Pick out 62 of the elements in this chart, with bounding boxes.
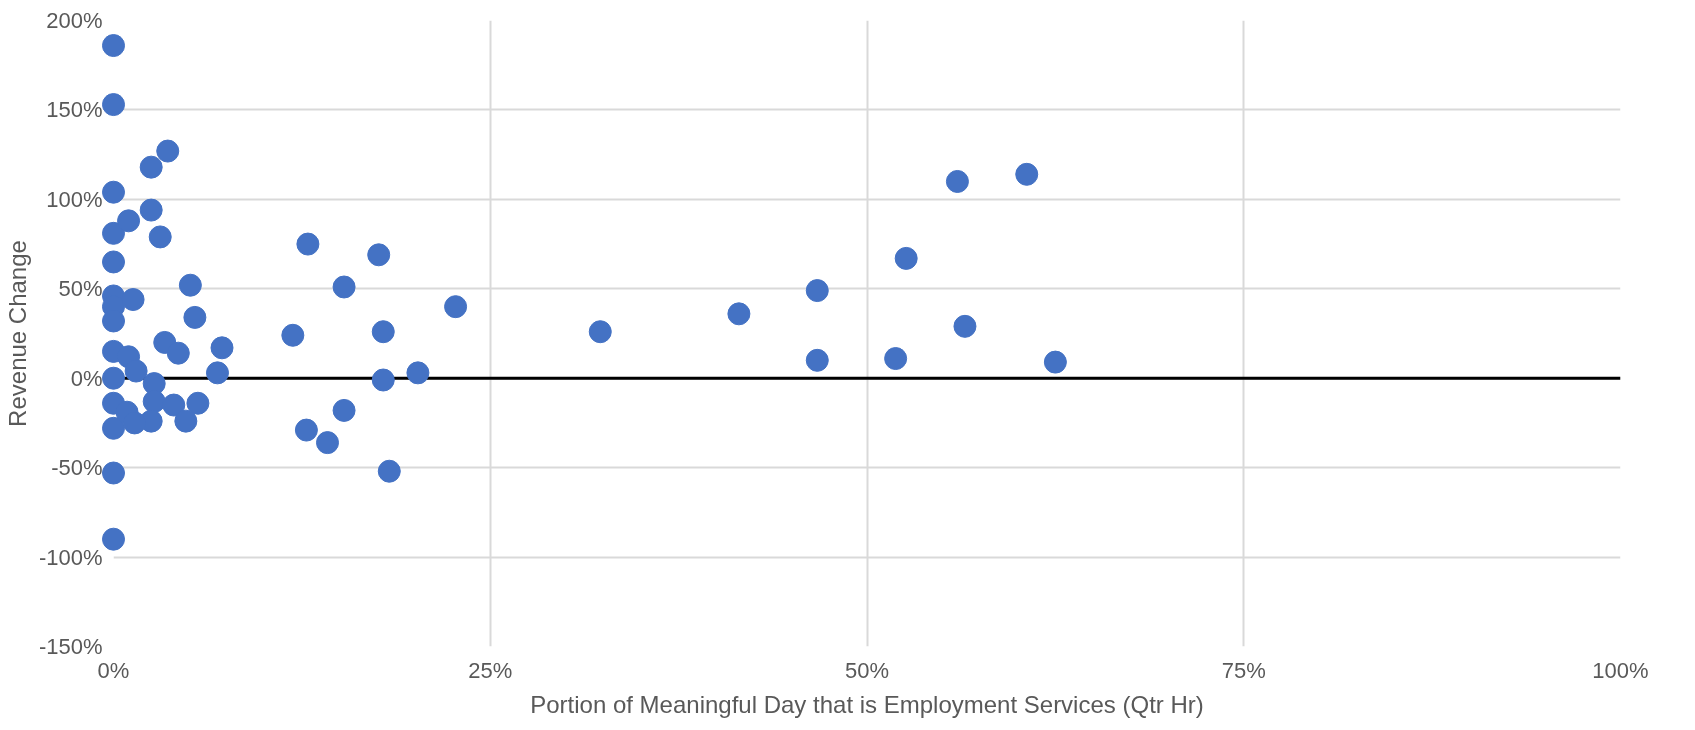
point bbox=[186, 391, 210, 415]
point bbox=[406, 361, 430, 385]
point bbox=[139, 198, 163, 222]
point bbox=[210, 336, 234, 360]
x-axis-title: Portion of Meaningful Day that is Employment Services (Qtr Hr) bbox=[530, 690, 1204, 718]
point bbox=[162, 393, 186, 417]
y-tick-label: 100% bbox=[46, 186, 103, 212]
point bbox=[953, 314, 977, 338]
point bbox=[371, 320, 395, 344]
point bbox=[377, 459, 401, 483]
x-tick-label: 100% bbox=[1592, 657, 1649, 683]
point bbox=[294, 418, 318, 442]
point bbox=[102, 250, 125, 274]
x-tick-label: 75% bbox=[1221, 657, 1266, 683]
point bbox=[123, 411, 147, 435]
point bbox=[178, 273, 202, 297]
point bbox=[102, 416, 125, 440]
point bbox=[894, 246, 918, 270]
point bbox=[332, 275, 356, 299]
point bbox=[102, 93, 125, 117]
x-tick-label: 25% bbox=[468, 657, 513, 683]
point bbox=[805, 348, 829, 372]
y-tick-label: 150% bbox=[46, 97, 103, 123]
point bbox=[174, 409, 198, 433]
point bbox=[102, 180, 125, 204]
y-tick-label: -50% bbox=[51, 455, 103, 481]
point bbox=[166, 341, 190, 365]
point bbox=[281, 323, 305, 347]
point bbox=[444, 295, 468, 319]
x-tick-label: 0% bbox=[97, 657, 130, 683]
point bbox=[117, 209, 141, 233]
point bbox=[102, 221, 125, 245]
point bbox=[102, 34, 125, 58]
point bbox=[332, 398, 356, 422]
point bbox=[148, 225, 172, 249]
y-tick-label: 200% bbox=[46, 8, 103, 33]
x-tick-label: 50% bbox=[844, 657, 890, 683]
point bbox=[884, 347, 908, 371]
point bbox=[727, 302, 751, 326]
point bbox=[183, 305, 207, 329]
point bbox=[102, 527, 125, 551]
point bbox=[315, 431, 339, 455]
point bbox=[124, 359, 148, 383]
point bbox=[205, 361, 229, 385]
point bbox=[1043, 350, 1067, 374]
point bbox=[102, 366, 125, 390]
point bbox=[371, 368, 395, 392]
point bbox=[588, 320, 612, 344]
point bbox=[102, 461, 125, 485]
point bbox=[121, 288, 145, 311]
y-tick-label: -150% bbox=[38, 634, 103, 659]
point bbox=[156, 139, 180, 163]
y-tick-label: 50% bbox=[58, 276, 103, 302]
point bbox=[139, 155, 163, 179]
y-tick-label: -100% bbox=[38, 544, 103, 570]
point bbox=[945, 169, 969, 193]
point bbox=[296, 232, 320, 256]
point bbox=[367, 243, 391, 267]
point bbox=[1015, 162, 1039, 186]
point bbox=[805, 279, 829, 303]
y-axis-title: Revenue Change bbox=[3, 240, 31, 427]
y-tick-label: 0% bbox=[70, 365, 103, 391]
